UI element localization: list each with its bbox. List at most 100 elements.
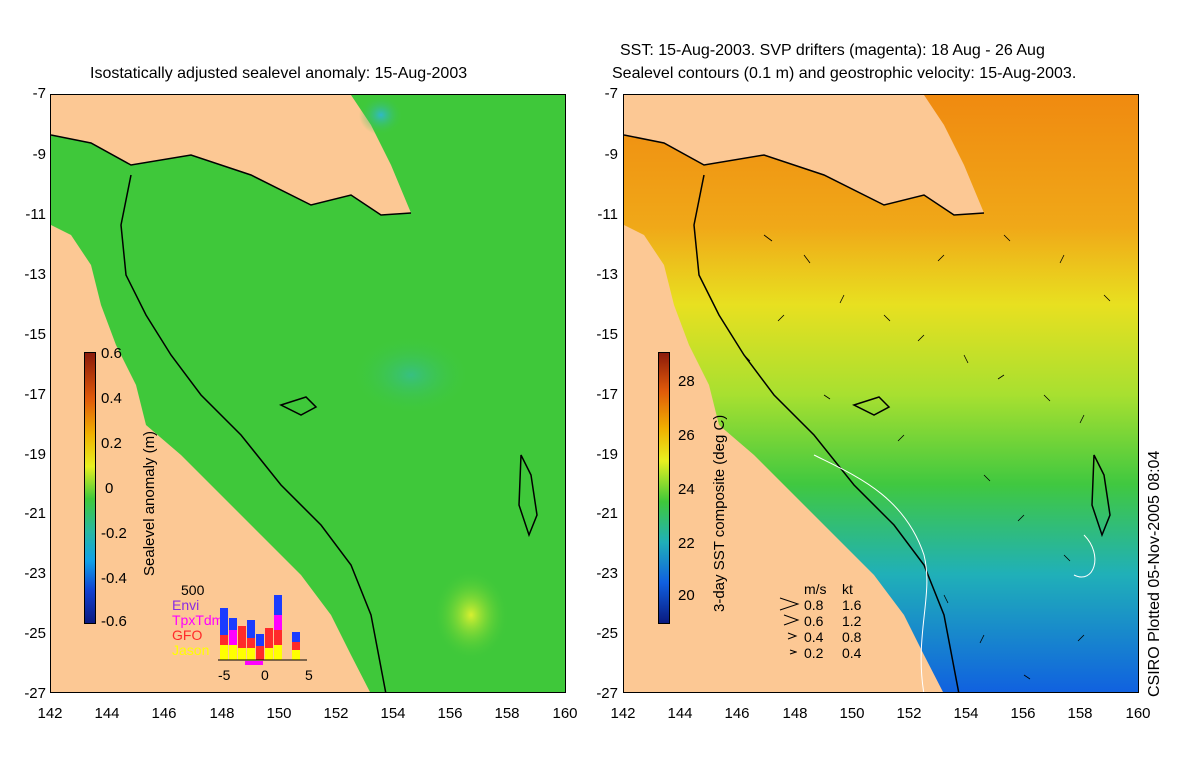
y-tick-label: -21 [596,505,618,522]
colorbar-tick-label: -0.4 [101,570,127,587]
y-tick-label: -9 [32,146,46,163]
histogram-axis-tick: 5 [305,667,313,683]
reef-island [852,396,891,416]
y-tick-label: -17 [596,386,618,403]
colorbar-tick-label: 0.2 [101,435,122,452]
velocity-legend-ms-value: 0.4 [804,629,824,645]
y-tick-label: -9 [604,146,618,163]
sealevel-contour [1073,534,1096,578]
x-tick-label: 142 [37,705,63,722]
colorbar-tick-label: 22 [678,535,695,552]
shelf-contour [120,174,387,692]
histogram-axis-tick: -5 [218,667,231,683]
y-tick-label: -19 [24,446,46,463]
x-tick-label: 154 [953,705,979,722]
arrow-large-icon [779,597,800,611]
colorbar-tick-label: 24 [678,481,695,498]
x-tick-label: 150 [266,705,292,722]
coral-sea-ocean [624,95,1138,692]
x-tick-label: 160 [1125,705,1151,722]
coastline [624,134,985,216]
x-tick-label: 142 [610,705,636,722]
arrow-medium-icon [783,614,800,626]
y-tick-label: -11 [597,206,618,223]
y-tick-label: -15 [596,326,618,343]
x-tick-label: 146 [151,705,177,722]
arrow-tiny-icon [789,649,797,655]
plot-credit: CSIRO Plotted 05-Nov-2005 08:04 [1146,450,1163,697]
left-panel-title: Isostatically adjusted sealevel anomaly:… [90,65,468,82]
mission-jason-label: Jason [172,642,210,658]
y-tick-label: -7 [604,85,618,102]
arrow-small-icon [787,632,798,640]
colorbar-tick-label: 0.6 [101,345,122,362]
histogram-bars [220,595,300,660]
y-tick-label: -21 [24,505,46,522]
x-tick-label: 152 [323,705,349,722]
colorbar-tick-label: 20 [678,587,695,604]
colorbar-tick-label: 0 [105,480,114,497]
x-tick-label: 152 [896,705,922,722]
x-tick-label: 160 [552,705,578,722]
y-tick-label: -11 [25,206,46,223]
velocity-legend-header-ms: m/s [804,581,827,597]
y-tick-label: -13 [24,266,46,283]
x-tick-label: 150 [839,705,865,722]
y-tick-label: -25 [596,625,618,642]
colorbar-tick-label: 0.4 [101,390,122,407]
velocity-legend-ms-value: 0.6 [804,613,824,629]
sst-colorbar [658,352,670,624]
geostrophic-velocity-arrows [743,234,1111,680]
y-tick-label: -7 [32,85,46,102]
y-tick-label: -13 [596,266,618,283]
velocity-legend-ms-value: 0.8 [804,597,824,613]
y-tick-label: -23 [596,565,618,582]
velocity-legend-kt-value: 0.4 [842,645,862,661]
colorbar-tick-label: 26 [678,427,695,444]
velocity-legend-header-kt: kt [842,581,853,597]
mission-tpxtdm-label: TpxTdm [172,612,224,628]
mission-histogram [218,595,307,665]
x-tick-label: 148 [209,705,235,722]
y-tick-label: -17 [24,386,46,403]
y-tick-label: -27 [24,685,46,702]
sea-level-anomaly-map [50,94,566,693]
sst-colorbar-label: 3-day SST composite (deg C) [711,414,728,612]
shelf-contour [693,174,960,692]
reef-island [1091,454,1111,538]
x-tick-label: 144 [94,705,120,722]
mission-gfo-label: GFO [172,627,203,643]
y-tick-label: -15 [24,326,46,343]
x-tick-label: 156 [437,705,463,722]
velocity-legend-ms-value: 0.2 [804,645,824,661]
x-tick-label: 158 [494,705,520,722]
x-tick-label: 158 [1067,705,1093,722]
histogram-axis-tick: 0 [261,667,269,683]
right-panel-title-line1: SST: 15-Aug-2003. SVP drifters (magenta)… [620,42,1045,59]
mission-envi-label: Envi [172,597,200,613]
sst-velocity-map [623,94,1139,693]
y-tick-label: -25 [24,625,46,642]
reef-island [518,454,538,538]
coral-sea-ocean [51,95,565,692]
sst-velocity-map-svg [624,95,1138,692]
velocity-legend-kt-value: 1.2 [842,613,862,629]
right-panel-title-line2: Sealevel contours (0.1 m) and geostrophi… [612,65,1077,82]
colorbar-tick-label: -0.2 [101,525,127,542]
y-tick-label: -27 [596,685,618,702]
velocity-legend-kt-value: 0.8 [842,629,862,645]
sea-level-anomaly-map-svg [51,95,565,692]
mission-count-max: 500 [181,582,205,598]
x-tick-label: 144 [667,705,693,722]
x-tick-label: 156 [1010,705,1036,722]
colorbar-tick-label: 28 [678,373,695,390]
sealevel-contour [813,454,928,692]
x-tick-label: 146 [724,705,750,722]
reef-island [279,396,318,416]
y-tick-label: -19 [596,446,618,463]
y-tick-label: -23 [24,565,46,582]
coastline [51,134,412,216]
x-tick-label: 148 [782,705,808,722]
velocity-legend-kt-value: 1.6 [842,597,862,613]
sea-level-colorbar-label: Sealevel anomaly (m) [141,430,158,576]
